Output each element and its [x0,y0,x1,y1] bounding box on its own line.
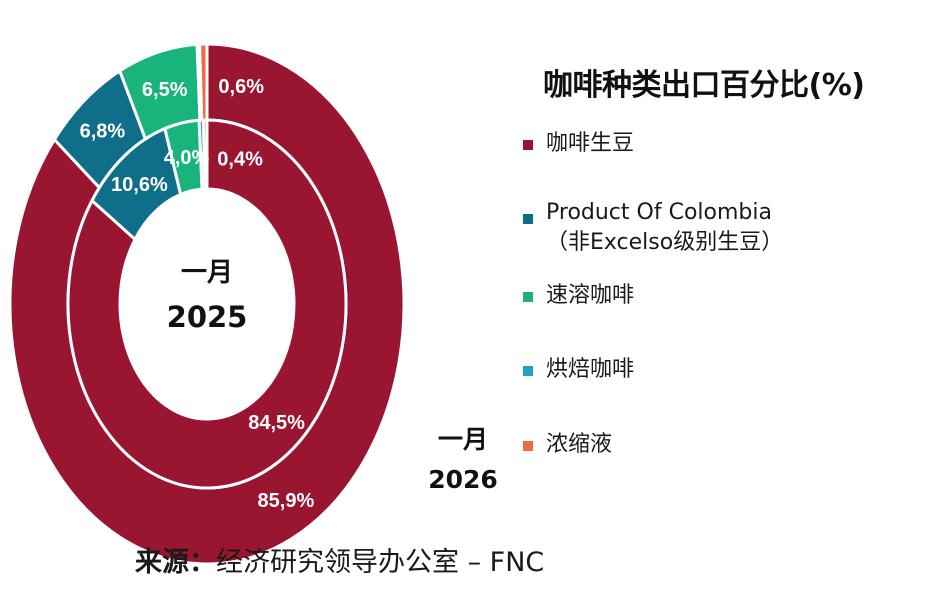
outer-data-label-0: 85,9% [258,490,315,512]
outer-slice-4 [198,42,209,122]
inner-slice-0 [66,118,348,490]
legend-swatch [523,214,533,224]
legend-swatch [523,140,533,150]
legend-label: Product Of Colombia [546,200,772,225]
legend-sublabel: （非Excelso级别生豆） [546,230,784,255]
outer-data-label-4: 0,6% [218,76,264,98]
outer-ring-caption: 一月 2026 [418,420,508,500]
inner-year-label: 2025 [167,300,248,334]
legend-label: 咖啡生豆 [546,131,635,156]
source-note: 来源：经济研究领导办公室 – FNC [135,540,544,579]
legend-label: 浓缩液 [546,432,613,457]
outer-data-label-2: 6,5% [142,79,188,101]
legend-swatch [523,292,533,302]
outer-period-label: 一月 [437,425,488,454]
ring-labels: 85,9% 84,5% 6,8% 6,5% 0,6% 10,6% 4,0% 0,4% [80,76,315,512]
inner-period-label: 一月 [181,258,233,288]
chart-title: 咖啡种类出口百分比(%) [543,68,865,103]
source-label: 来源： [135,547,216,578]
legend-swatch [523,366,533,376]
legend-label: 烘焙咖啡 [546,357,635,382]
inner-ring [66,118,348,490]
inner-slice-4 [202,118,209,191]
inner-data-label-1: 10,6% [111,174,168,196]
inner-data-label-4: 0,4% [217,149,263,171]
legend-label: 速溶咖啡 [546,283,635,308]
outer-data-label-1: 6,8% [80,120,126,142]
inner-data-label-2: 4,0% [164,147,210,169]
outer-year-label: 2026 [428,465,498,494]
inner-data-label-0: 84,5% [248,412,305,434]
legend-swatch [523,441,533,451]
source-text: 经济研究领导办公室 – FNC [216,547,545,578]
